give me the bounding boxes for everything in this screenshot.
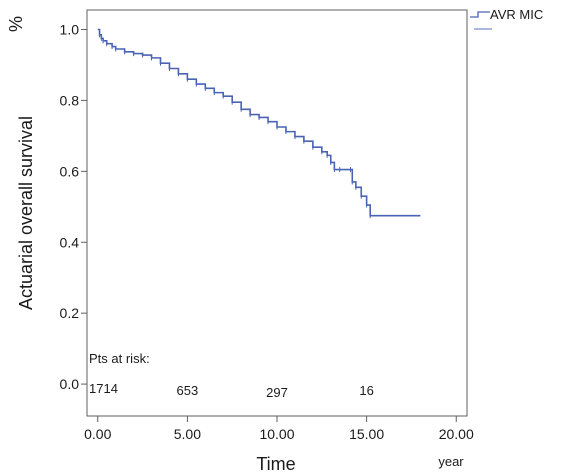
y-unit-label: % [6,16,26,32]
risk-count: 653 [177,383,199,398]
y-tick-label: 1.0 [60,22,80,38]
y-tick-label: 0.6 [60,163,80,179]
plot-area [86,9,468,417]
y-tick-label: 0.4 [60,234,80,250]
y-tick-label: 0.2 [60,305,80,321]
risk-count: 297 [266,385,288,400]
risk-count: 1714 [89,381,118,396]
legend: AVR MIC [470,7,543,30]
y-tick-label: 0.8 [60,92,80,108]
x-tick-label: 5.00 [174,426,201,442]
y-axis: 0.0 0.2 0.4 0.6 0.8 1.0 [60,22,87,392]
risk-count: 16 [359,383,373,398]
x-tick-label: 0.00 [84,426,111,442]
series-layer [97,28,421,219]
risk-table-label: Pts at risk: [89,351,150,366]
x-unit-label: year [438,454,464,469]
y-axis-title: Actuarial overall survival [16,116,36,310]
survival-curve [97,28,421,217]
x-axis-title: Time [256,454,295,474]
x-tick-label: 20.00 [439,426,474,442]
x-tick-label: 15.00 [349,426,384,442]
legend-symbol [470,11,490,18]
x-axis: 0.00 5.00 10.00 15.00 20.00 [84,416,474,442]
x-tick-label: 10.00 [259,426,294,442]
legend-label: AVR MIC [490,7,543,22]
y-tick-label: 0.0 [60,376,80,392]
risk-table: Pts at risk: 1714 653 297 16 [89,351,374,400]
